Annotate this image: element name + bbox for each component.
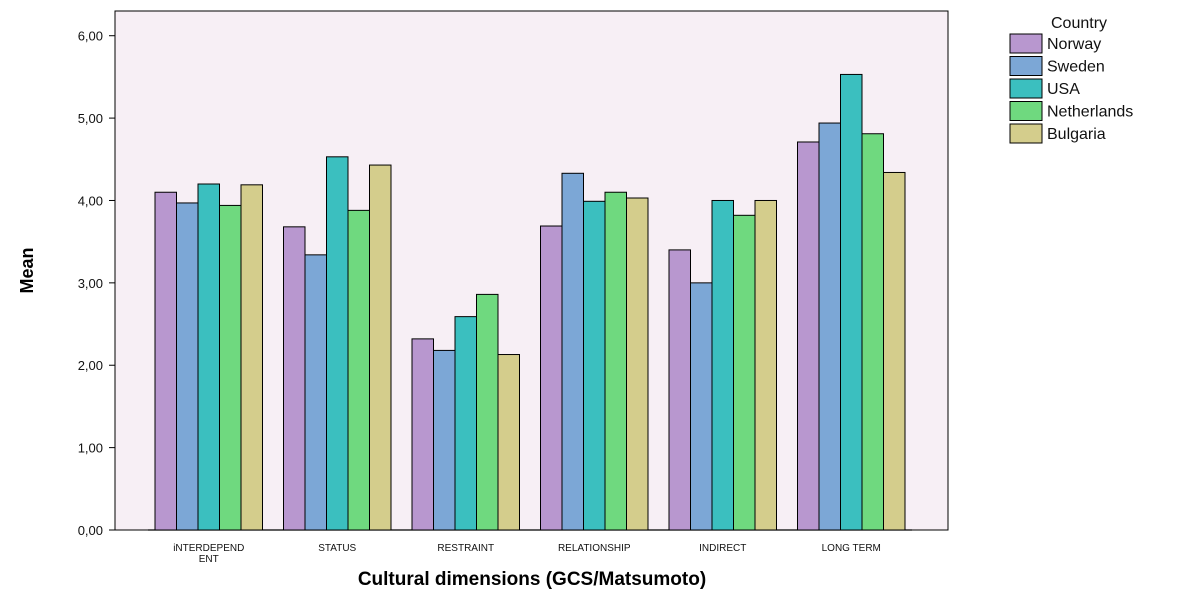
- bar-norway: [668, 249, 691, 531]
- legend-label-bulgaria: Bulgaria: [1047, 126, 1106, 143]
- bar-norway: [154, 191, 177, 531]
- y-axis-title: Mean: [17, 247, 37, 293]
- bar-bulgaria: [883, 171, 906, 531]
- bar-bulgaria: [497, 354, 520, 531]
- legend-label-usa: USA: [1047, 81, 1080, 98]
- bar-usa: [326, 156, 349, 531]
- y-tick-label: 5,00: [78, 111, 103, 126]
- bars: [154, 73, 906, 531]
- bar-usa: [454, 316, 477, 531]
- bar-bulgaria: [369, 164, 392, 531]
- bar-usa: [197, 183, 220, 531]
- legend-swatch-norway: [1009, 33, 1043, 54]
- legend: Country Norway Sweden USA Netherlands Bulgar…: [1009, 15, 1133, 144]
- legend-label-sweden: Sweden: [1047, 59, 1105, 76]
- y-axis: 0,00 1,00 2,00 3,00 4,00 5,00 6,00: [78, 29, 912, 538]
- legend-swatch-bulgaria: [1009, 123, 1043, 144]
- bar-netherlands: [476, 293, 499, 531]
- legend-label-norway: Norway: [1047, 36, 1101, 53]
- legend-title: Country: [1051, 15, 1107, 32]
- legend-swatch-netherlands: [1009, 101, 1043, 121]
- bar-bulgaria: [240, 184, 263, 531]
- bar-bulgaria: [754, 199, 777, 531]
- x-tick-label: RELATIONSHIP: [558, 543, 631, 554]
- y-tick-label: 4,00: [78, 193, 103, 208]
- bar-netherlands: [219, 204, 242, 531]
- bar-norway: [283, 226, 306, 531]
- x-tick-label: RESTRAINT: [437, 543, 494, 554]
- bar-sweden: [304, 254, 327, 531]
- y-tick-label: 2,00: [78, 358, 103, 373]
- bar-netherlands: [604, 191, 627, 531]
- y-tick-label: 0,00: [78, 523, 103, 538]
- x-tick-label: INDIRECT: [699, 543, 746, 554]
- bar-norway: [411, 338, 434, 531]
- legend-swatch-sweden: [1009, 56, 1043, 76]
- bar-usa: [711, 199, 734, 531]
- legend-swatch-usa: [1009, 78, 1043, 99]
- y-tick-label: 3,00: [78, 276, 103, 291]
- x-tick-label: iNTERDEPEND ENT: [173, 543, 244, 565]
- bar-usa: [840, 73, 863, 531]
- bar-netherlands: [733, 214, 756, 531]
- bar-sweden: [690, 282, 713, 531]
- x-tick-label: LONG TERM: [822, 543, 881, 554]
- bar-bulgaria: [626, 197, 649, 531]
- bar-sweden: [561, 172, 584, 531]
- legend-label-netherlands: Netherlands: [1047, 104, 1133, 121]
- y-tick-label: 6,00: [78, 29, 103, 44]
- x-axis: iNTERDEPEND ENT STATUS RESTRAINT RELATIONSHI…: [173, 543, 881, 565]
- bar-norway: [797, 141, 820, 531]
- bar-sweden: [176, 202, 199, 531]
- bar-netherlands: [861, 133, 884, 531]
- bar-netherlands: [347, 209, 370, 531]
- y-tick-label: 1,00: [78, 441, 103, 456]
- bar-sweden: [818, 122, 841, 531]
- bar-norway: [540, 225, 563, 531]
- bar-sweden: [433, 349, 456, 531]
- x-axis-title: Cultural dimensions (GCS/Matsumoto): [358, 569, 706, 590]
- bar-usa: [583, 200, 606, 531]
- x-tick-label: STATUS: [318, 543, 356, 554]
